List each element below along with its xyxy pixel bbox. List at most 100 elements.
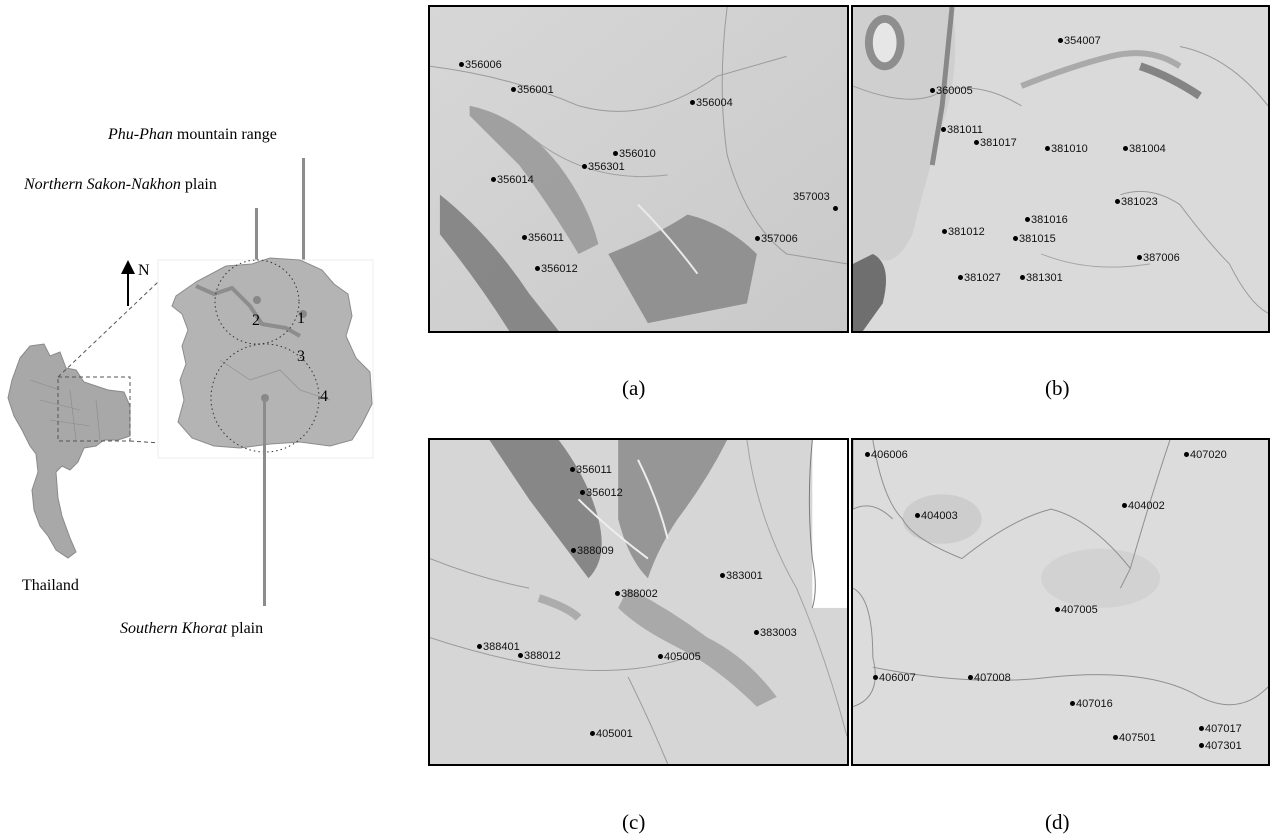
caption-b: (b) — [1045, 376, 1070, 400]
station-label: 381011 — [947, 124, 983, 136]
station-381017: 381017 — [974, 137, 1017, 149]
station-381301: 381301 — [1020, 272, 1063, 284]
station-381011: 381011 — [941, 124, 983, 136]
station-label: 407008 — [974, 672, 1011, 684]
station-label: 407020 — [1190, 449, 1227, 461]
label-phu-phan: Phu-Phan mountain range — [108, 126, 277, 144]
station-356011: 356011 — [522, 232, 564, 244]
label-phu-phan-rest: mountain range — [172, 126, 277, 143]
label-southern-plain: Southern Khorat plain — [120, 620, 263, 638]
station-356001: 356001 — [511, 84, 554, 96]
label-northern-rest: plain — [180, 176, 217, 193]
station-407501: 407501 — [1113, 732, 1156, 744]
station-407005: 407005 — [1055, 604, 1098, 616]
station-label: 356012 — [586, 487, 623, 499]
station-label: 407301 — [1205, 740, 1242, 752]
leader-northern-plain — [255, 208, 258, 300]
leader-phu-phan — [302, 158, 305, 314]
station-label: 388009 — [577, 545, 614, 557]
station-354007: 354007 — [1058, 35, 1101, 47]
station-label: 381301 — [1026, 272, 1063, 284]
zone-number-1: 1 — [297, 310, 305, 327]
station-356014: 356014 — [491, 174, 534, 186]
station-label: 404002 — [1128, 500, 1165, 512]
station-label: 356004 — [696, 97, 733, 109]
leader-southern-plain — [263, 400, 266, 606]
station-357006: 357006 — [755, 233, 798, 245]
station-356012: 356012 — [535, 263, 578, 275]
station-label: 383003 — [760, 627, 797, 639]
station-388012: 388012 — [518, 650, 561, 662]
station-label: 356011 — [576, 464, 612, 476]
map-panel-b: 354007 360005 381011 381017 381010 38100… — [851, 5, 1270, 333]
station-406007: 406007 — [873, 672, 916, 684]
station-381023: 381023 — [1115, 196, 1158, 208]
station-388401: 388401 — [477, 641, 520, 653]
zone-number-3: 3 — [297, 348, 305, 365]
inset-box — [57, 376, 131, 442]
station-407020: 407020 — [1184, 449, 1227, 461]
station-404002: 404002 — [1122, 500, 1165, 512]
station-label: 381017 — [980, 137, 1017, 149]
station-label: 388401 — [483, 641, 520, 653]
station-label: 381015 — [1019, 233, 1056, 245]
north-label: N — [138, 262, 150, 279]
station-404003: 404003 — [915, 510, 958, 522]
map-panel-c: 356011 356012 388009 383001 388002 38300… — [428, 438, 849, 766]
station-label: 381004 — [1129, 143, 1166, 155]
station-label: 407016 — [1076, 698, 1113, 710]
station-356006: 356006 — [459, 59, 502, 71]
map-panel-d: 406006 407020 404002 404003 407005 40600… — [851, 438, 1270, 766]
zone-number-2: 2 — [252, 312, 260, 329]
terrain-c — [430, 440, 847, 764]
station-label: 407501 — [1119, 732, 1156, 744]
station-405005: 405005 — [658, 651, 701, 663]
station-label: 357006 — [761, 233, 798, 245]
station-label: 405005 — [664, 651, 701, 663]
station-357003: 357003 — [793, 191, 839, 211]
station-label: 381010 — [1051, 143, 1088, 155]
station-label: 354007 — [1064, 35, 1101, 47]
station-356301: 356301 — [582, 161, 625, 173]
station-label: 356301 — [588, 161, 625, 173]
station-383003: 383003 — [754, 627, 797, 639]
label-phu-phan-italic: Phu-Phan — [108, 126, 173, 143]
station-label: 356012 — [541, 263, 578, 275]
label-northern-italic: Northern Sakon-Nakhon — [24, 176, 181, 193]
station-407016: 407016 — [1070, 698, 1113, 710]
station-label: 381016 — [1031, 214, 1068, 226]
caption-d: (d) — [1045, 810, 1070, 834]
station-388009: 388009 — [571, 545, 614, 557]
north-arrow-icon — [121, 260, 135, 306]
station-label: 356006 — [465, 59, 502, 71]
station-label: 356011 — [528, 232, 564, 244]
station-388002: 388002 — [615, 588, 658, 600]
station-381004: 381004 — [1123, 143, 1166, 155]
thailand-map — [7, 257, 374, 559]
station-406006: 406006 — [865, 449, 908, 461]
station-356004: 356004 — [690, 97, 733, 109]
station-407017: 407017 — [1199, 723, 1242, 735]
station-356012-c: 356012 — [580, 487, 623, 499]
station-407008: 407008 — [968, 672, 1011, 684]
station-383001: 383001 — [720, 570, 763, 582]
station-356010: 356010 — [613, 148, 656, 160]
station-label: 387006 — [1143, 252, 1180, 264]
station-381010: 381010 — [1045, 143, 1088, 155]
station-356011-c: 356011 — [570, 464, 612, 476]
station-label: 388012 — [524, 650, 561, 662]
station-label: 404003 — [921, 510, 958, 522]
station-label: 360005 — [936, 85, 973, 97]
station-label: 383001 — [726, 570, 763, 582]
label-northern-plain: Northern Sakon-Nakhon plain — [24, 176, 217, 194]
station-label: 356010 — [619, 148, 656, 160]
station-label: 381023 — [1121, 196, 1158, 208]
station-381027: 381027 — [958, 272, 1001, 284]
station-381012: 381012 — [942, 226, 985, 238]
station-label: 356014 — [497, 174, 534, 186]
station-405001: 405001 — [590, 728, 633, 740]
station-label: 381027 — [964, 272, 1001, 284]
zone-number-4: 4 — [320, 388, 328, 405]
station-387006: 387006 — [1137, 252, 1180, 264]
station-label: 381012 — [948, 226, 985, 238]
